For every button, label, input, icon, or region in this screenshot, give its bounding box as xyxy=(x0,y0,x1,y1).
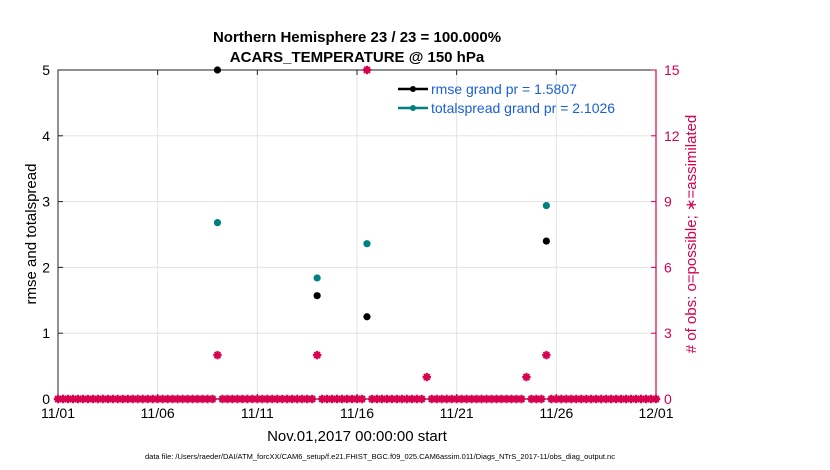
obs-marker-stroke xyxy=(423,373,431,381)
legend: rmse grand pr = 1.5807 totalspread grand… xyxy=(398,81,615,116)
obs-marker-stroke xyxy=(542,351,551,359)
obs-marker-stroke xyxy=(537,395,546,403)
footnote: data file: /Users/raeder/DAI/ATM_forcXX/… xyxy=(145,452,615,461)
obs-zero-marker xyxy=(621,394,631,404)
rmse-point xyxy=(542,237,550,245)
totalspread-point xyxy=(313,274,321,282)
x-tick-label: 11/06 xyxy=(141,405,175,421)
x-axis-label: Nov.01,2017 00:00:00 start xyxy=(267,428,448,445)
obs-marker-stroke xyxy=(358,395,366,403)
data-marks xyxy=(53,65,661,404)
obs-zero-marker xyxy=(611,394,621,404)
y-right-tick-label: 9 xyxy=(664,194,672,210)
x-tick-label: 12/01 xyxy=(638,405,673,421)
y-tick-label: 5 xyxy=(42,62,50,78)
obs-zero-marker xyxy=(517,394,526,404)
obs-zero-marker xyxy=(357,394,367,404)
y-right-tick-label: 3 xyxy=(664,325,672,341)
obs-marker-stroke xyxy=(418,395,426,403)
obs-marker-stroke xyxy=(517,395,526,403)
rmse-point xyxy=(363,313,371,321)
obs-zero-marker xyxy=(537,394,546,404)
x-tick-label: 11/16 xyxy=(340,405,374,421)
x-tick-label: 11/01 xyxy=(41,405,75,421)
obs-marker-stroke xyxy=(652,395,660,403)
rmse-point xyxy=(213,66,222,74)
axis-ticks: 11/01 11/06 11/11 11/16 11/21 11/26 12/0101234… xyxy=(41,62,680,421)
obs-marker-stroke xyxy=(213,351,222,359)
obs-marker-stroke xyxy=(313,351,321,359)
x-tick-label: 11/21 xyxy=(440,405,474,421)
obs-count-marker xyxy=(312,350,322,360)
legend-rmse-marker xyxy=(410,86,416,92)
y-tick-label: 0 xyxy=(42,391,50,407)
x-tick-label: 11/26 xyxy=(539,405,573,421)
obs-count-marker xyxy=(213,350,222,360)
obs-count-marker xyxy=(522,372,531,382)
y-right-tick-label: 0 xyxy=(664,391,672,407)
chart-title-line1: Northern Hemisphere 23 / 23 = 100.000% xyxy=(213,29,501,46)
obs-zero-marker xyxy=(208,394,217,404)
obs-marker-stroke xyxy=(208,395,217,403)
x-tick-label: 11/11 xyxy=(241,405,274,421)
y-tick-label: 4 xyxy=(42,128,50,144)
obs-zero-marker xyxy=(417,394,426,404)
legend-totalspread-label: totalspread grand pr = 2.1026 xyxy=(431,100,615,116)
totalspread-point xyxy=(213,219,222,227)
y-tick-label: 1 xyxy=(42,325,50,341)
y-right-tick-label: 6 xyxy=(664,259,672,275)
y-right-tick-label: 15 xyxy=(664,62,680,78)
obs-count-marker xyxy=(542,350,551,360)
y-axis-label: rmse and totalspread xyxy=(23,164,40,305)
obs-marker-stroke xyxy=(308,395,316,403)
rmse-point xyxy=(313,292,321,300)
y-tick-label: 2 xyxy=(42,259,50,275)
obs-zero-marker xyxy=(651,394,661,404)
chart-title-line2: ACARS_TEMPERATURE @ 150 hPa xyxy=(230,49,485,66)
obs-count-marker xyxy=(422,372,431,382)
totalspread-point xyxy=(363,240,371,248)
obs-marker-stroke xyxy=(522,373,531,381)
obs-count-marker xyxy=(362,65,372,75)
totalspread-point xyxy=(542,201,550,210)
y-tick-label: 3 xyxy=(42,194,50,210)
y-axis-right-label: # of obs: o=possible; ∗=assimilated xyxy=(683,115,700,354)
obs-marker-stroke xyxy=(363,66,371,74)
y-right-tick-label: 12 xyxy=(664,128,680,144)
grid xyxy=(57,69,657,400)
legend-rmse-label: rmse grand pr = 1.5807 xyxy=(431,81,577,97)
obs-zero-marker xyxy=(307,394,317,404)
legend-totalspread-marker xyxy=(410,105,416,111)
